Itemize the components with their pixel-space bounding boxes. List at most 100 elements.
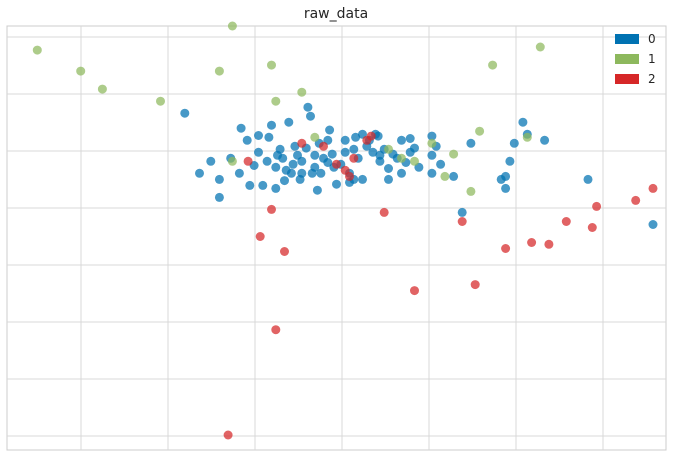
legend-label-1: 1	[648, 52, 656, 66]
scatter-point-series-1	[397, 153, 406, 163]
scatter-point-series-2	[527, 238, 537, 247]
scatter-point-series-2	[470, 280, 480, 290]
scatter-point-series-1	[97, 84, 107, 94]
scatter-point-series-0	[303, 102, 313, 112]
scatter-point-series-0	[297, 168, 307, 178]
legend-label-0: 0	[648, 32, 656, 46]
scatter-point-series-0	[427, 168, 437, 178]
scatter-point-series-2	[267, 204, 276, 214]
scatter-point-series-2	[379, 207, 389, 217]
scatter-point-series-0	[234, 168, 244, 178]
scatter-point-series-2	[243, 156, 253, 166]
scatter-point-series-0	[375, 156, 385, 166]
scatter-point-series-0	[206, 156, 216, 166]
legend-swatch-1	[615, 54, 639, 64]
scatter-point-series-0	[466, 138, 476, 148]
scatter-point-series-1	[297, 87, 307, 97]
scatter-point-series-0	[254, 131, 263, 140]
scatter-point-series-0	[267, 120, 276, 130]
legend-swatch-2	[615, 74, 639, 84]
scatter-point-series-0	[312, 185, 322, 195]
scatter-point-series-0	[373, 131, 383, 141]
scatter-point-series-1	[267, 60, 276, 70]
scatter-point-series-0	[275, 144, 285, 154]
chart-title: raw_data	[304, 6, 368, 22]
scatter-point-series-0	[297, 156, 307, 166]
scatter-point-series-1	[271, 96, 281, 106]
scatter-point-series-0	[405, 134, 415, 143]
scatter-point-series-0	[436, 159, 446, 169]
scatter-point-series-0	[264, 132, 274, 142]
scatter-point-series-0	[501, 171, 511, 181]
scatter-point-series-2	[319, 141, 328, 151]
scatter-point-series-2	[631, 195, 641, 205]
scatter-point-series-1	[214, 66, 224, 76]
scatter-point-series-0	[310, 150, 320, 160]
scatter-point-series-1	[227, 156, 237, 166]
scatter-point-series-1	[384, 144, 393, 154]
scatter-point-series-0	[457, 207, 467, 217]
grid	[7, 26, 666, 450]
scatter-point-series-0	[349, 144, 359, 154]
scatter-point-series-0	[290, 141, 300, 151]
scatter-point-series-0	[540, 135, 550, 145]
scatter-point-series-0	[351, 132, 361, 142]
scatter-point-series-2	[349, 153, 359, 163]
scatter-point-series-0	[325, 125, 335, 135]
scatter-point-series-2	[501, 244, 511, 253]
scatter-point-series-0	[214, 174, 224, 184]
scatter-point-series-0	[286, 168, 296, 178]
scatter-point-series-0	[501, 183, 511, 193]
scatter-point-series-0	[648, 220, 658, 229]
scatter-point-series-0	[306, 111, 315, 121]
scatter-point-series-0	[271, 162, 281, 172]
data-points	[32, 21, 658, 440]
scatter-point-series-0	[242, 135, 252, 145]
scatter-point-series-0	[505, 156, 515, 166]
scatter-point-series-2	[561, 217, 571, 226]
scatter-point-series-0	[583, 174, 593, 184]
scatter-point-series-0	[323, 158, 333, 167]
scatter-point-series-0	[316, 168, 326, 178]
scatter-point-series-1	[410, 156, 419, 166]
scatter-point-series-0	[427, 150, 437, 160]
scatter-point-series-1	[475, 126, 485, 136]
scatter-point-series-0	[236, 123, 246, 133]
scatter-point-series-0	[340, 135, 350, 145]
scatter-point-series-0	[278, 153, 288, 163]
scatter-point-series-1	[488, 60, 498, 70]
scatter-point-series-0	[254, 147, 263, 157]
scatter-point-series-0	[327, 149, 337, 159]
scatter-point-series-0	[310, 162, 320, 172]
scatter-point-series-1	[449, 149, 459, 159]
scatter-point-series-1	[227, 21, 237, 31]
scatter-point-series-0	[271, 183, 281, 193]
scatter-point-series-2	[410, 286, 419, 296]
legend: 0 1 2	[615, 32, 656, 86]
scatter-point-series-0	[280, 176, 289, 186]
scatter-point-series-2	[366, 131, 376, 141]
scatter-point-series-0	[427, 131, 437, 141]
scatter-point-series-1	[440, 171, 450, 181]
scatter-point-series-0	[397, 168, 406, 178]
scatter-point-series-0	[358, 174, 367, 184]
scatter-point-series-2	[255, 232, 265, 241]
scatter-point-series-0	[195, 168, 204, 178]
scatter-point-series-2	[648, 183, 658, 193]
scatter-point-series-0	[509, 138, 519, 148]
scatter-point-series-2	[280, 247, 289, 256]
scatter-point-series-0	[262, 156, 272, 166]
legend-swatch-0	[615, 34, 639, 44]
scatter-point-series-2	[592, 201, 602, 211]
scatter-point-series-1	[310, 132, 320, 142]
scatter-point-series-0	[180, 108, 190, 118]
scatter-point-series-0	[449, 171, 459, 181]
scatter-point-series-2	[345, 171, 354, 181]
scatter-point-series-2	[271, 325, 281, 335]
legend-label-2: 2	[648, 72, 656, 86]
scatter-point-series-2	[544, 239, 554, 249]
scatter-point-series-1	[76, 66, 86, 76]
scatter-point-series-0	[384, 164, 393, 173]
